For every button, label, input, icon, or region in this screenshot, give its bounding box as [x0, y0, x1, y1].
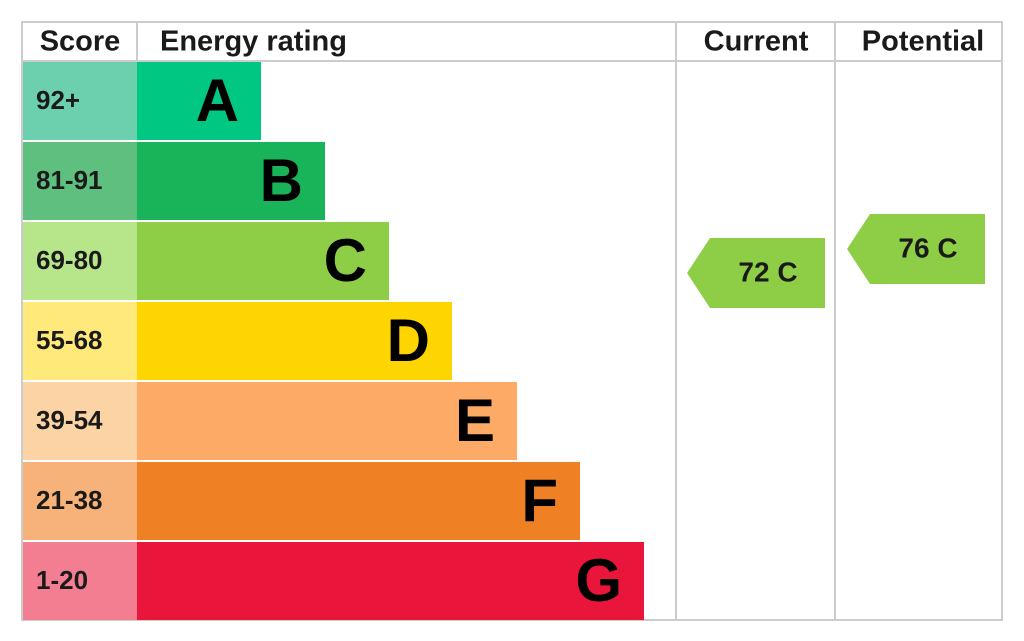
rating-bar — [137, 142, 325, 220]
score-label: 21-38 — [36, 485, 103, 515]
score-cell — [23, 382, 137, 460]
current-label: 72 C — [738, 256, 797, 287]
score-label: 55-68 — [36, 325, 103, 355]
score-cell — [23, 142, 137, 220]
rating-letter: E — [455, 387, 495, 454]
rating-letter: G — [575, 547, 622, 614]
score-label: 69-80 — [36, 245, 103, 275]
potential-label: 76 C — [898, 232, 957, 263]
potential-arrow — [847, 214, 985, 284]
header-current: Current — [704, 26, 809, 58]
rating-letter: B — [260, 147, 303, 214]
rating-bar — [137, 382, 517, 460]
score-cell — [23, 222, 137, 300]
header-score: Score — [40, 26, 121, 58]
rating-letter: C — [324, 227, 367, 294]
score-label: 81-91 — [36, 165, 103, 195]
bands: 92+ A 81-91 B 69-80 C 55-68 D 39-54 E 21-38 F 1-20 G — [23, 62, 644, 620]
rating-letter: D — [387, 307, 430, 374]
score-cell — [23, 62, 137, 140]
current-arrow — [687, 238, 825, 308]
rating-bar — [137, 542, 644, 620]
rating-bar — [137, 462, 580, 540]
score-label: 92+ — [36, 85, 80, 115]
rating-bar — [137, 302, 452, 380]
header-rating: Energy rating — [160, 26, 347, 58]
rating-letter: F — [521, 467, 558, 534]
rating-bar — [137, 222, 389, 300]
score-cell — [23, 542, 137, 620]
score-cell — [23, 302, 137, 380]
rating-letter: A — [196, 67, 239, 134]
score-label: 39-54 — [36, 405, 103, 435]
rating-bar — [137, 62, 261, 140]
header-potential: Potential — [862, 26, 984, 58]
score-cell — [23, 462, 137, 540]
score-label: 1-20 — [36, 565, 88, 595]
